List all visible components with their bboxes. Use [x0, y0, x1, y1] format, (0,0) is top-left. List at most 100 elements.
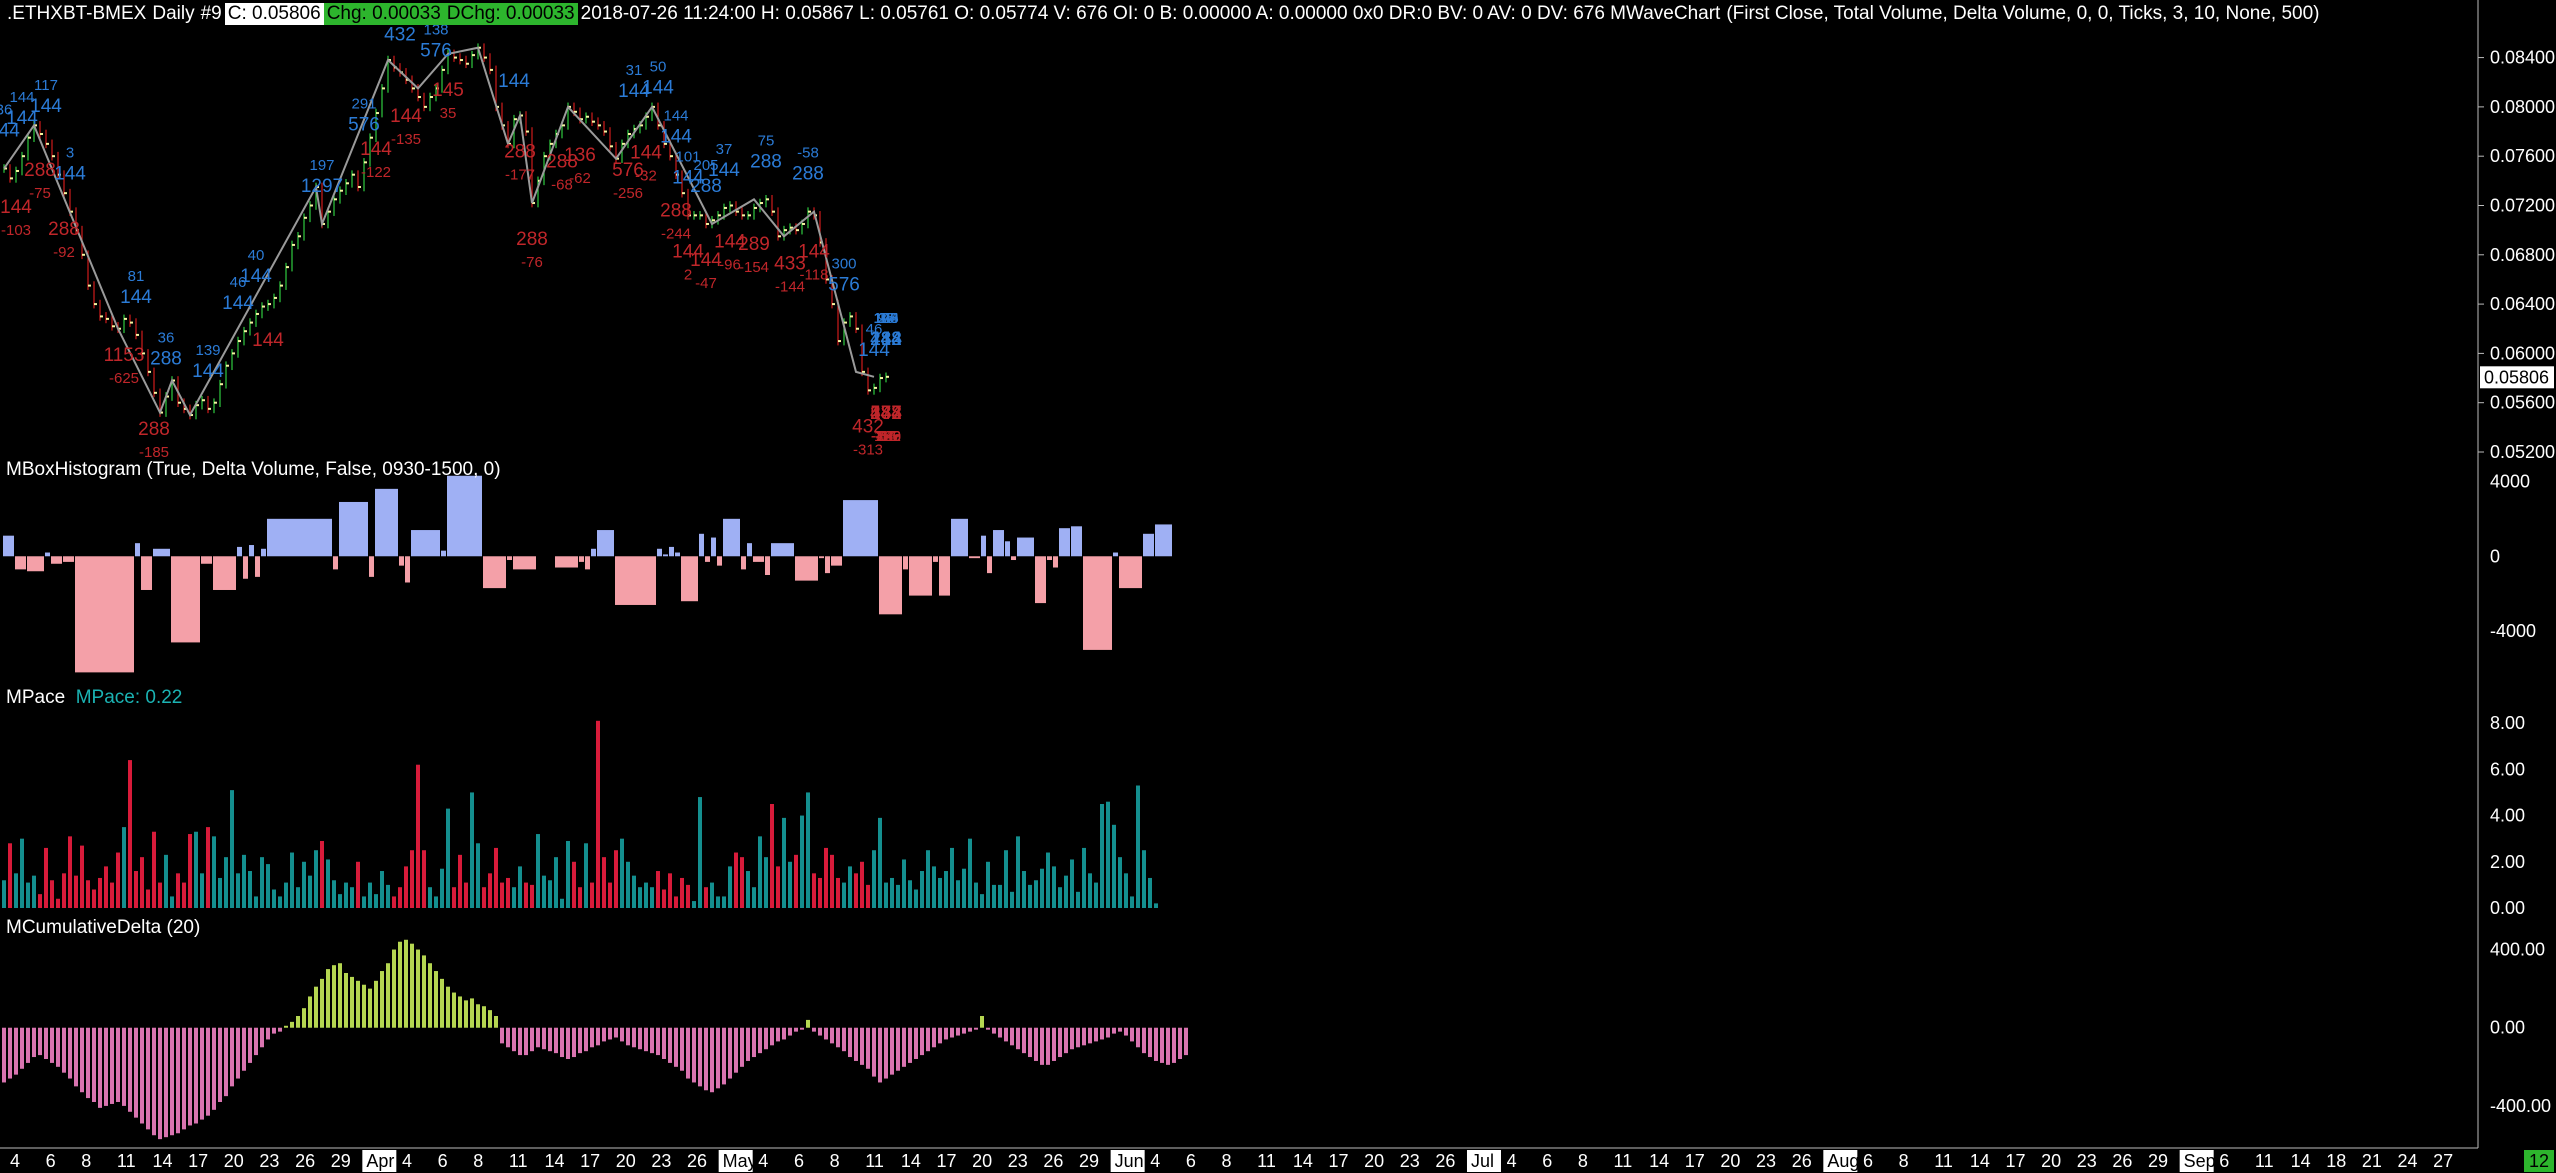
- cumulative-delta-bar: [824, 1027, 828, 1040]
- histogram-box: [51, 556, 62, 564]
- histogram-box: [1071, 526, 1082, 557]
- pace-bar: [440, 868, 444, 908]
- pace-bar: [392, 896, 396, 908]
- cumulative-delta-bar: [1076, 1027, 1080, 1048]
- wave-label-volume: 288: [138, 419, 170, 440]
- cumulative-delta-bar: [272, 1027, 276, 1034]
- pace-panel-title[interactable]: MPace MPace: 0.22: [6, 687, 182, 709]
- histogram-panel-title[interactable]: MBoxHistogram (True, Delta Volume, False…: [6, 459, 501, 480]
- pace-bar: [68, 836, 72, 908]
- cumulative-delta-bar: [776, 1027, 780, 1042]
- cumulative-delta-bar: [164, 1027, 168, 1138]
- cumulative-delta-bar: [644, 1027, 648, 1052]
- cumulative-delta-bar: [146, 1027, 150, 1130]
- pace-bar: [782, 817, 786, 908]
- cumulative-delta-bar: [734, 1027, 738, 1073]
- histogram-box: [669, 546, 674, 557]
- wave-label-count: -76: [521, 254, 543, 271]
- pace-bar: [176, 873, 180, 908]
- pace-bar: [566, 840, 570, 908]
- histogram-box: [933, 556, 938, 562]
- cumulative-delta-bar: [494, 1016, 498, 1028]
- histogram-box: [765, 556, 770, 575]
- wave-label-volume: 144: [192, 361, 224, 382]
- date-axis-label: 11: [865, 1151, 884, 1171]
- pace-bar: [524, 882, 528, 908]
- histogram-box: [987, 556, 992, 574]
- pace-bar: [164, 854, 168, 908]
- pace-bar: [530, 884, 534, 908]
- cumulative-delta-bar: [482, 1006, 486, 1028]
- histogram-box: [237, 546, 242, 557]
- pace-bar: [56, 898, 60, 908]
- histogram-box: [681, 556, 698, 602]
- date-axis-label: 8: [1899, 1151, 1909, 1171]
- pace-bar: [458, 854, 462, 908]
- cumulative-delta-bar: [308, 996, 312, 1028]
- pace-bar: [1154, 903, 1158, 908]
- cumulative-delta-bar: [1154, 1027, 1158, 1061]
- pace-bar: [152, 831, 156, 908]
- wave-label-volume: 289: [738, 234, 770, 255]
- histogram-box: [903, 556, 908, 570]
- last-date-marker: [2524, 1150, 2554, 1172]
- pace-bar: [1040, 868, 1044, 908]
- cumulative-delta-bar: [752, 1027, 756, 1058]
- histogram-box: [1083, 556, 1112, 650]
- histogram-axis-label: -4000: [2490, 621, 2536, 641]
- date-axis-label: Sep: [2184, 1151, 2216, 1171]
- wave-label-count: 40: [248, 247, 265, 264]
- cumulative-delta-bar: [92, 1027, 96, 1102]
- date-axis-label: Aug: [1827, 1151, 1859, 1171]
- cumulative-delta-bar: [656, 1027, 660, 1056]
- pace-bar: [950, 847, 954, 908]
- pace-bar: [926, 850, 930, 908]
- date-axis-label: 26: [1435, 1151, 1455, 1171]
- symbol-label[interactable]: .ETHXBT-BMEX: [7, 3, 147, 24]
- pace-bar: [470, 792, 474, 908]
- cumulative-delta-bar: [362, 984, 366, 1028]
- cumulative-delta-bar: [620, 1027, 624, 1042]
- interval-label[interactable]: Daily: [152, 3, 195, 24]
- histogram-box: [555, 556, 578, 568]
- cumulative-delta-bar: [794, 1027, 798, 1032]
- date-axis-label: May: [723, 1151, 757, 1171]
- pace-bar: [338, 894, 342, 908]
- pace-bar: [428, 887, 432, 908]
- pace-bar: [104, 866, 108, 908]
- pace-bar: [374, 894, 378, 908]
- cumulative-delta-bar: [1022, 1027, 1026, 1054]
- date-axis-label: 20: [1720, 1151, 1740, 1171]
- date-axis-label: 6: [1186, 1151, 1196, 1171]
- cumulative-delta-bar: [26, 1027, 30, 1063]
- pace-bar: [854, 873, 858, 908]
- cumulative-delta-bar: [80, 1027, 84, 1093]
- cumulative-delta-bar: [590, 1027, 594, 1048]
- cumulative-delta-bar: [944, 1027, 948, 1040]
- pace-bar: [266, 864, 270, 908]
- wave-label-count: -14: [875, 428, 897, 445]
- cumulative-delta-bar: [548, 1027, 552, 1052]
- date-axis-label: 17: [1328, 1151, 1348, 1171]
- pace-bar: [1064, 875, 1068, 908]
- pace-bar: [992, 884, 996, 908]
- wave-label-volume: 144: [708, 160, 740, 181]
- date-axis-label: 18: [2326, 1151, 2346, 1171]
- pace-bar: [254, 896, 258, 908]
- pace-bar: [398, 887, 402, 908]
- date-axis-label: 17: [2005, 1151, 2025, 1171]
- cumulative-delta-bar: [380, 971, 384, 1028]
- cumulative-delta-bar: [1178, 1027, 1182, 1059]
- cumulative-delta-bar: [554, 1027, 558, 1054]
- pace-bar: [542, 875, 546, 908]
- cumulative-delta-bar: [32, 1027, 36, 1058]
- pace-bar: [698, 797, 702, 908]
- cumulative-delta-panel-title[interactable]: MCumulativeDelta (20): [6, 917, 201, 938]
- date-axis-label: 23: [1756, 1151, 1776, 1171]
- cumulative-delta-bar: [392, 949, 396, 1028]
- pace-bar: [212, 836, 216, 908]
- histogram-box: [15, 556, 26, 570]
- cumulative-delta-bar: [368, 988, 372, 1028]
- wave-label-volume: 288: [504, 142, 536, 163]
- pace-bar: [242, 854, 246, 908]
